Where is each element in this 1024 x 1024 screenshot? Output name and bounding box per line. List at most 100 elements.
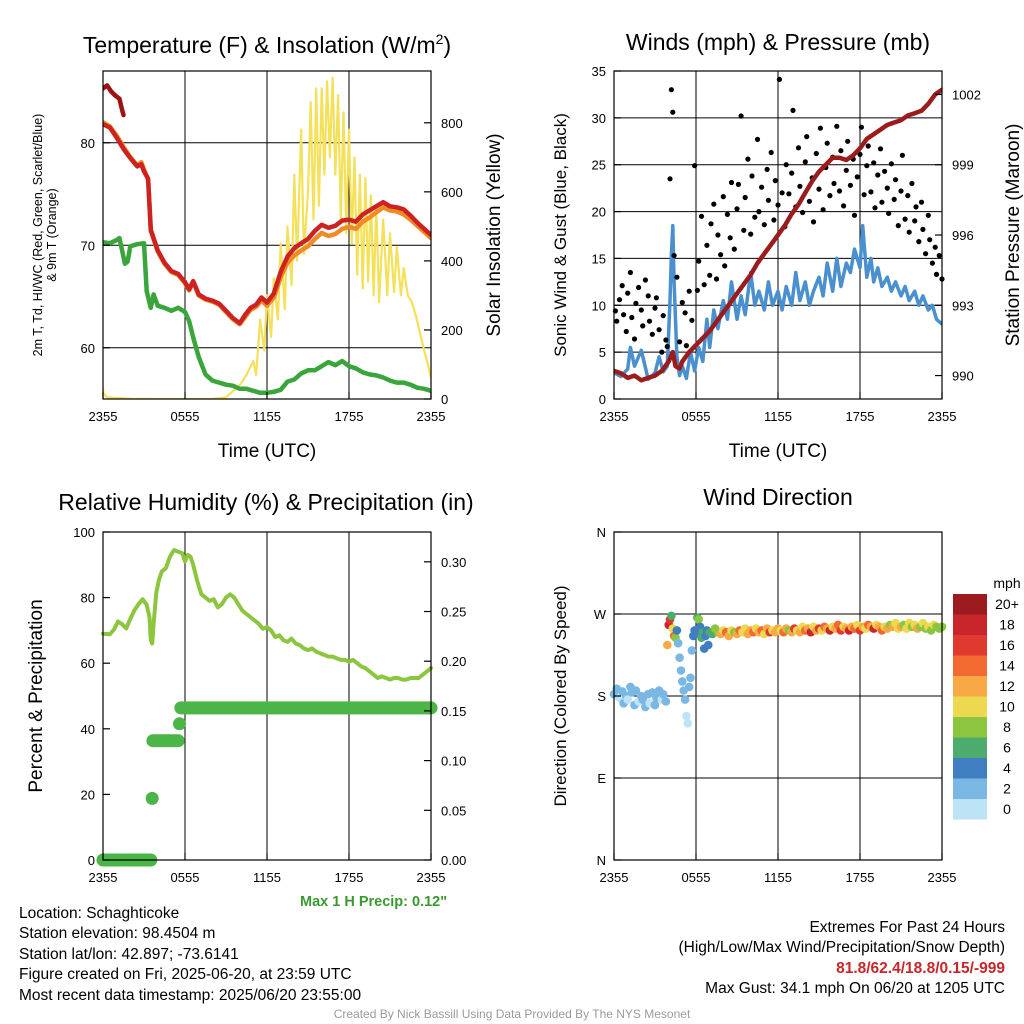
humidity-gridlines: [184, 532, 350, 860]
gust-point: [831, 180, 837, 187]
gust-point: [789, 170, 795, 176]
gust-point: [689, 317, 695, 323]
right-tick-label: 0.10: [441, 754, 466, 769]
temperature-ylabel-line2: & 9m T (Orange): [45, 188, 59, 281]
y-tick-label: 40: [81, 722, 95, 737]
right-tick-label: 0.00: [441, 853, 466, 868]
gust-point: [888, 161, 895, 167]
gust-point: [920, 226, 926, 232]
x-tick-label: 1155: [253, 409, 281, 424]
colorbar-label: 12: [999, 678, 1015, 694]
colorbar-swatch: [953, 635, 987, 656]
gust-point: [864, 163, 870, 169]
x-tick-label: 2355: [600, 870, 629, 885]
wind-direction-point: [667, 611, 676, 621]
gust-point: [858, 124, 865, 130]
gust-point: [879, 199, 885, 205]
right-tick-label: 990: [952, 369, 974, 384]
x-tick-label: 2355: [600, 409, 629, 424]
right-tick-label: 400: [441, 254, 463, 269]
gust-point: [722, 263, 728, 269]
gust-point: [646, 318, 653, 324]
extremes-heading: Extremes For Past 24 Hours: [809, 919, 1005, 936]
wind-direction-panel: Wind Direction 2355 0555 1155 1755 2355 N E S W N…: [551, 484, 1021, 885]
gust-point: [813, 150, 819, 157]
gust-point: [871, 160, 877, 166]
gust-point: [845, 138, 851, 144]
x-tick-label: 1155: [253, 870, 281, 885]
gust-point: [843, 167, 849, 173]
extremes-legend: (High/Low/Max Wind/Precipitation/Snow De…: [678, 939, 1006, 957]
gust-point: [708, 221, 714, 227]
temperature-insolation-panel: Temperature (F) & Insolation (W/m2) 2355…: [31, 31, 505, 462]
humidity-ylabel: Percent & Precipitation: [26, 599, 47, 792]
gust-point: [918, 199, 925, 205]
solar-line: [103, 76, 431, 399]
gust-point: [902, 216, 908, 222]
gust-point: [701, 282, 707, 288]
gust-point: [802, 159, 808, 165]
pressure-ylabel: Station Pressure (Maroon): [1003, 124, 1024, 347]
gust-point: [718, 252, 724, 258]
colorbar-label: 8: [1003, 719, 1011, 735]
y-tick-label: 35: [592, 64, 606, 79]
gust-point: [761, 222, 767, 228]
gust-point: [776, 76, 783, 82]
gust-point: [790, 107, 796, 113]
gust-point: [642, 277, 649, 283]
gust-point: [800, 209, 806, 216]
gust-point: [686, 288, 692, 294]
gust-point: [649, 331, 655, 337]
gust-point: [668, 87, 675, 93]
gust-point: [696, 258, 702, 264]
gust-point: [742, 194, 748, 201]
gust-point: [927, 237, 933, 243]
right-tick-label: 993: [952, 298, 974, 313]
gust-point: [895, 223, 901, 229]
wind-direction-title: Wind Direction: [703, 484, 853, 510]
x-tick-label: 2355: [928, 409, 957, 424]
gust-point: [851, 212, 858, 218]
gust-point: [854, 174, 860, 180]
right-tick-label: 0.20: [441, 654, 466, 669]
gust-point: [841, 203, 847, 209]
y-tick-label: 60: [81, 656, 95, 671]
gust-point: [748, 231, 754, 237]
gust-point: [768, 149, 774, 156]
humidity-precip-panel: Relative Humidity (%) & Precipitation (i…: [26, 489, 474, 885]
colorbar-label: 6: [1003, 740, 1011, 756]
humidity-axis-ticks: 2355 0555 1155 1755 2355 0 20 40 60 80 100 0.00 0.05…: [73, 525, 466, 885]
gust-point: [865, 143, 871, 149]
wind-direction-point: [661, 697, 671, 706]
credit-line: Created By Nick Bassill Using Data Provi…: [333, 1007, 691, 1021]
gust-point: [627, 269, 634, 276]
y-tick-label: 70: [81, 238, 95, 253]
t2m-line: [103, 122, 431, 326]
gust-point: [817, 125, 824, 131]
gust-point: [738, 113, 744, 119]
gust-point: [892, 177, 899, 183]
colorbar-label: 16: [999, 637, 1015, 653]
gust-point: [765, 197, 772, 203]
y-tick-label: 80: [81, 591, 95, 606]
right-tick-label: 0.25: [441, 605, 466, 620]
colorbar-label: 10: [999, 699, 1015, 715]
hi-line: [103, 83, 126, 118]
gust-point: [797, 183, 803, 189]
x-tick-label: 0555: [171, 870, 200, 885]
wind-direction-point: [650, 700, 660, 710]
gust-point: [836, 188, 843, 194]
gust-point: [692, 163, 698, 169]
gust-point: [906, 229, 912, 235]
gust-point: [724, 211, 731, 217]
station-info: Location: Schaghticoke Station elevation…: [19, 904, 361, 1006]
right-tick-label: 0.30: [441, 555, 466, 570]
gust-point: [913, 204, 919, 210]
gust-point: [749, 173, 755, 179]
gust-point: [834, 123, 840, 129]
temperature-xlabel: Time (UTC): [218, 441, 317, 462]
winds-xlabel: Time (UTC): [729, 441, 828, 462]
gust-point: [734, 206, 740, 212]
wind-direction-point: [684, 682, 694, 692]
